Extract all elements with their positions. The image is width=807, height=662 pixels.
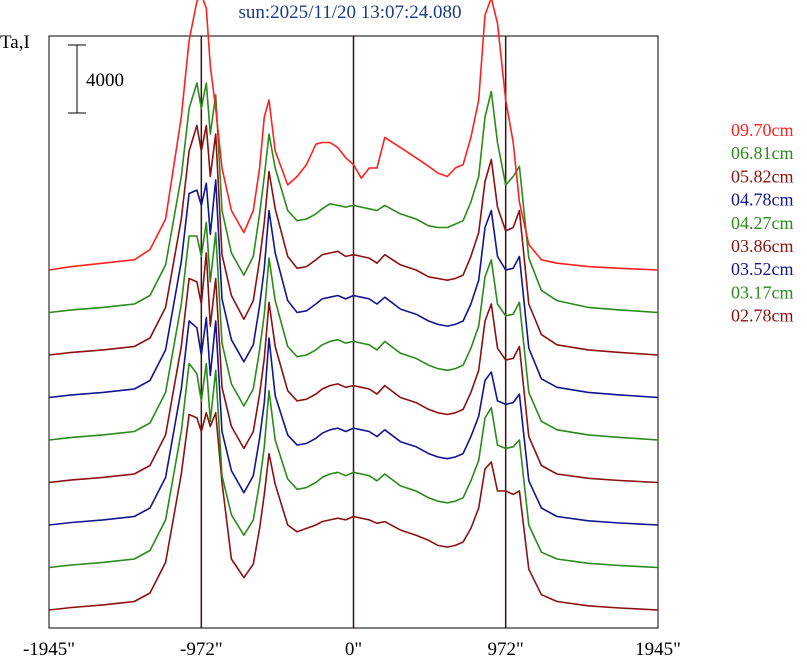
- series-line-03.17cm: [48, 362, 659, 569]
- x-tick-label-2: 0": [345, 639, 362, 660]
- series-line-04.27cm: [48, 221, 659, 441]
- y-axis-label: Ta,I: [0, 32, 30, 53]
- series-line-02.78cm: [48, 412, 659, 611]
- series-line-09.70cm: [48, 0, 659, 271]
- legend-entry-7: 03.17cm: [731, 282, 794, 302]
- legend-entry-1: 06.81cm: [731, 143, 794, 163]
- legend-entry-5: 03.86cm: [731, 236, 794, 256]
- x-tick-label-4: 1945": [635, 639, 681, 660]
- series-line-04.78cm: [48, 179, 659, 399]
- legend-entry-0: 09.70cm: [731, 120, 794, 140]
- chart-title: sun:2025/11/20 13:07:24.080: [238, 2, 462, 23]
- legend-entry-6: 03.52cm: [731, 259, 794, 279]
- legend-entry-2: 05.82cm: [731, 166, 794, 186]
- x-tick-label-0: -1945": [23, 639, 75, 660]
- legend-entry-8: 02.78cm: [731, 306, 794, 326]
- scale-bar-label: 4000: [86, 70, 124, 91]
- legend-entry-3: 04.78cm: [731, 190, 794, 210]
- x-tick-label-1: -972": [180, 639, 223, 660]
- series-line-03.52cm: [48, 316, 659, 526]
- scale-bar: 4000: [68, 44, 124, 114]
- series-line-05.82cm: [48, 124, 659, 356]
- legend-entry-4: 04.27cm: [731, 213, 794, 233]
- series-line-06.81cm: [48, 82, 659, 314]
- x-tick-label-3: 972": [488, 639, 524, 660]
- series-line-03.86cm: [48, 252, 659, 484]
